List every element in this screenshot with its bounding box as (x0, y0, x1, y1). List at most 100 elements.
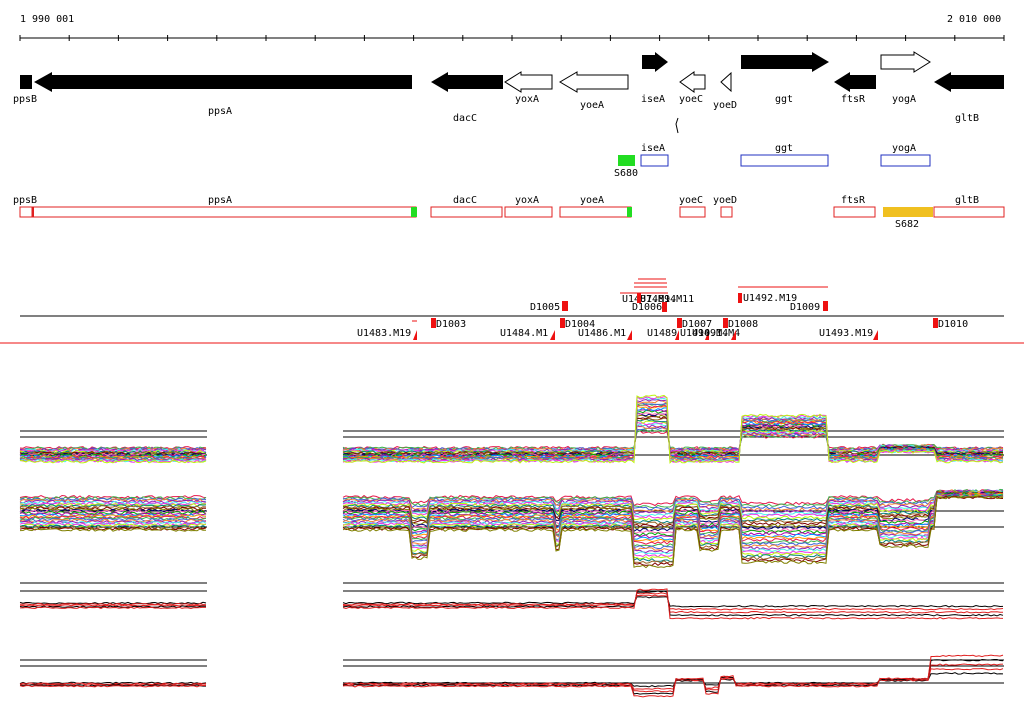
expression-trace (19, 504, 207, 508)
feature-dacC[interactable]: dacC (430, 195, 503, 218)
expression-trace (19, 684, 206, 688)
gene-ppsB[interactable]: ppsB (13, 75, 37, 105)
expression-trace (342, 489, 1004, 517)
expression-trace (19, 604, 207, 607)
feature-S682[interactable]: S682 (883, 207, 933, 230)
segment-U1484.M1[interactable]: U1484.M1 (500, 328, 555, 340)
gene-label: ggt (775, 94, 793, 105)
segment-label: D1006 (632, 302, 662, 313)
gene-yoxA[interactable]: yoxA (504, 71, 553, 105)
segment-U1492.M19[interactable]: U1492.M19 (738, 286, 828, 304)
segment-D1007[interactable]: D1007 (677, 318, 712, 330)
segment-D1008[interactable]: D1008 (723, 318, 758, 340)
expression-trace (342, 590, 1004, 617)
expression-trace (19, 516, 207, 521)
gene-label: ftsR (841, 94, 866, 105)
segment-label: U1493.M19 (819, 328, 873, 339)
expression-trace (20, 606, 207, 610)
gene-yoeC[interactable]: yoeC (679, 71, 706, 105)
gene-gltB[interactable]: gltB (934, 72, 1004, 124)
segment-label: D1007 (682, 319, 712, 330)
expression-trace (19, 521, 207, 526)
feature-yoeC[interactable]: yoeC (679, 195, 706, 218)
gene-label: yoeA (580, 100, 604, 111)
expression-trace (342, 489, 1004, 507)
gene-yogA[interactable]: yogA (880, 51, 931, 105)
ruler-ticks (19, 35, 1005, 41)
segment-label: U1487.M14 (622, 294, 676, 305)
expression-trace (19, 525, 207, 530)
expression-trace (19, 605, 207, 608)
gene-dacC[interactable]: dacC (431, 72, 503, 124)
expression-trace (19, 505, 207, 510)
feature-label: yoeA (580, 195, 604, 206)
expression-trace (19, 499, 206, 504)
segment-D1009[interactable]: D1009 (790, 301, 828, 313)
gene-label: ppsB (13, 94, 37, 105)
feature-yoeD[interactable]: yoeD (713, 195, 737, 218)
feature-label: ppsB (13, 195, 37, 206)
feature-ftsR[interactable]: ftsR (833, 195, 876, 218)
segment-U1486.M1[interactable]: U1486.M1 (578, 328, 632, 340)
segment-U1489[interactable]: U1489 (647, 328, 679, 340)
gene-label: gltB (955, 113, 979, 124)
feature-label: S680 (614, 168, 638, 179)
gene-ppsA[interactable]: ppsA (34, 72, 412, 117)
segment-label: D1010 (938, 319, 968, 330)
gene-label: yoeD (713, 100, 737, 111)
expression-trace (19, 497, 207, 502)
feature-label: ftsR (841, 195, 866, 206)
segment-label: D1004 (565, 319, 595, 330)
expression-trace (19, 446, 207, 451)
feature-label: ppsA (208, 195, 232, 206)
feature-yogA[interactable]: yogA (880, 143, 931, 167)
expression-trace (19, 456, 207, 461)
gene-label: yogA (892, 94, 916, 105)
expression-trace (342, 490, 1004, 522)
feature-S680[interactable]: S680 (614, 155, 638, 179)
expression-trace (19, 459, 207, 464)
feature-ppsA[interactable]: ppsA (32, 195, 417, 218)
segment-U1490.M4[interactable]: U1490.M4 U1491.M4 (680, 328, 740, 340)
segment-label-overlap: U1489.M11 (640, 294, 694, 305)
expression-trace (19, 510, 207, 515)
segment-U1493.M19[interactable]: U1493.M19 (819, 328, 878, 340)
segment-label: U1486.M1 (578, 328, 626, 339)
expression-trace (342, 394, 1004, 464)
gene-label: yoeC (679, 94, 703, 105)
segment-U1487.M14[interactable]: U1487.M14 U1489.M11 (620, 278, 694, 305)
feature-label: gltB (955, 195, 979, 206)
gene-ggt[interactable]: ggt (741, 52, 829, 105)
gene-label: yoxA (515, 94, 539, 105)
expression-track-2 (19, 488, 1004, 569)
feature-gltB[interactable]: gltB (933, 195, 1005, 218)
segmentation-track: D1005 U1487.M14 U1489.M11 D1006 U1492.M1… (0, 278, 1024, 344)
segment-D1006[interactable]: D1006 (632, 293, 667, 313)
segment-D1003[interactable]: D1003 (431, 318, 466, 330)
segment-label: U1492.M19 (743, 293, 797, 304)
gene-label: ppsA (208, 106, 232, 117)
expression-trace (342, 488, 1004, 509)
feature-label: yogA (892, 143, 916, 154)
feature-iseA[interactable]: iseA (640, 143, 669, 167)
segment-label: U1489 (647, 328, 677, 339)
gene-iseA[interactable]: iseA (641, 52, 679, 134)
gene-yoeD[interactable]: yoeD (713, 71, 737, 111)
gene-ftsR[interactable]: ftsR (834, 72, 876, 105)
expression-trace (342, 654, 1004, 698)
expression-trace (19, 514, 207, 519)
expression-trace (342, 491, 1004, 533)
feature-yoeA[interactable]: yoeA (559, 195, 632, 218)
feature-ggt[interactable]: ggt (740, 143, 829, 167)
segment-D1005[interactable]: D1005 (530, 301, 568, 313)
segment-label: U1483.M19 (357, 328, 411, 339)
segment-D1004[interactable]: D1004 (560, 318, 595, 330)
minus-feature-track: ppsB ppsA dacC yoxA yoeA yoeC yoeD (13, 195, 1005, 230)
segment-U1483.M19[interactable]: U1483.M19 (357, 320, 417, 340)
feature-label: yoxA (515, 195, 539, 206)
gene-yoeA[interactable]: yoeA (559, 71, 629, 111)
feature-yoxA[interactable]: yoxA (504, 195, 553, 218)
segment-D1010[interactable]: D1010 (933, 318, 968, 330)
expression-trace (342, 489, 1004, 513)
